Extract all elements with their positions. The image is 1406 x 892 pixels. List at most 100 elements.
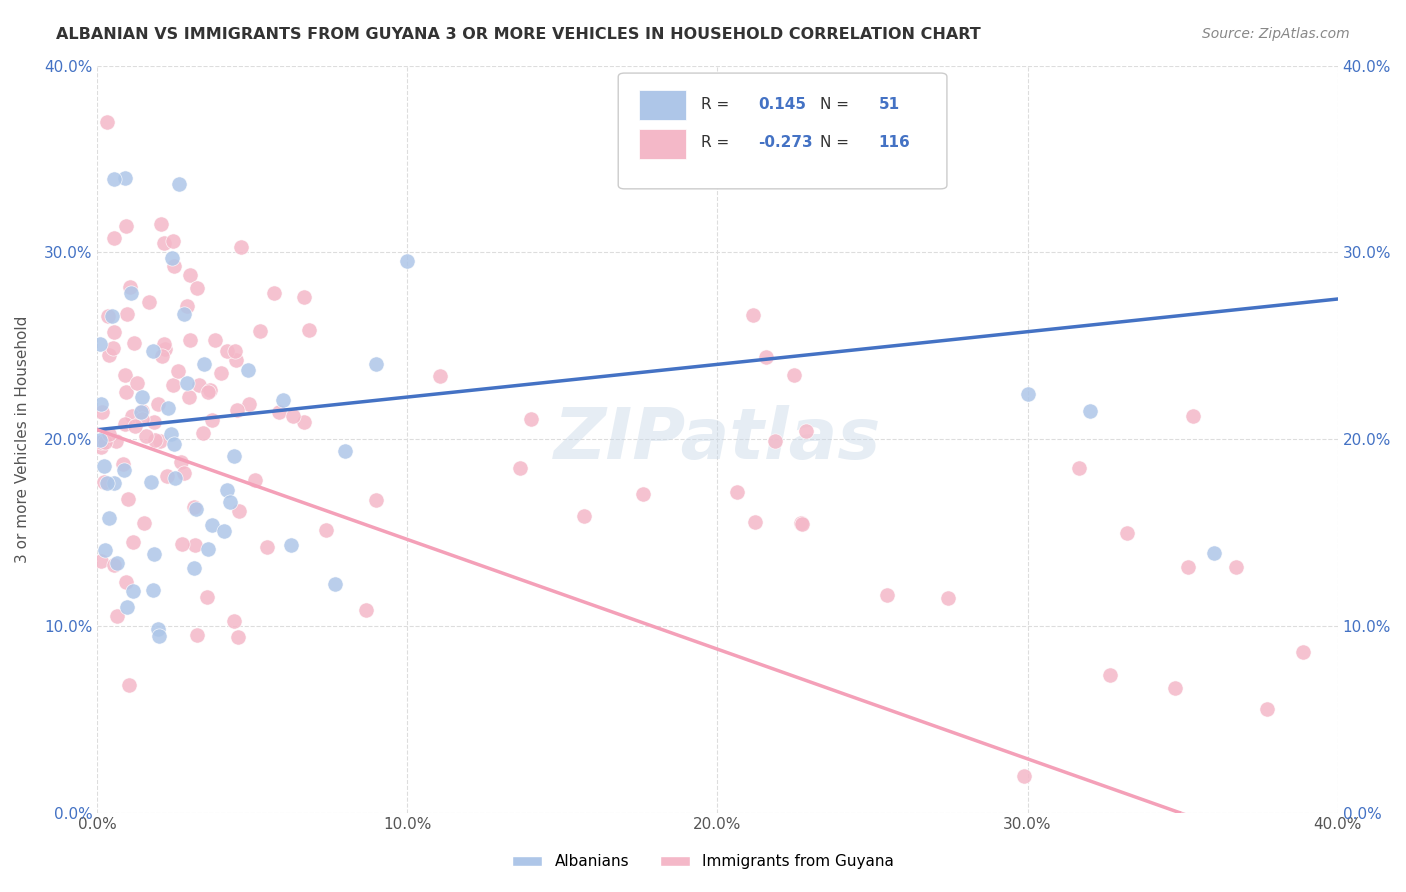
Point	[165, 471, 187, 485]
Point	[183, 561, 205, 575]
Point	[105, 608, 128, 623]
Point	[1069, 461, 1091, 475]
Point	[204, 333, 226, 347]
Point	[197, 542, 219, 557]
Point	[794, 424, 817, 438]
Point	[142, 582, 165, 597]
Point	[89, 336, 111, 351]
Point	[215, 344, 238, 359]
Point	[131, 390, 153, 404]
Point	[150, 349, 173, 363]
Point	[115, 219, 138, 233]
Text: 116: 116	[879, 135, 911, 150]
Point	[162, 234, 184, 248]
Point	[148, 397, 170, 411]
Point	[122, 534, 145, 549]
Point	[356, 603, 378, 617]
Point	[135, 429, 157, 443]
Point	[519, 412, 541, 426]
Point	[789, 516, 811, 530]
FancyBboxPatch shape	[619, 73, 946, 189]
Point	[131, 404, 153, 418]
Point	[131, 412, 153, 426]
Point	[197, 385, 219, 400]
Point	[186, 628, 208, 642]
Point	[742, 308, 765, 322]
Point	[572, 509, 595, 524]
Point	[103, 230, 125, 244]
Point	[364, 493, 387, 508]
Point	[429, 368, 451, 383]
Point	[163, 260, 186, 274]
Point	[183, 500, 205, 514]
Point	[1202, 546, 1225, 560]
Text: -0.273: -0.273	[758, 135, 813, 150]
Text: N =: N =	[820, 135, 855, 150]
Point	[101, 342, 124, 356]
Point	[103, 326, 125, 340]
Point	[212, 524, 235, 538]
Point	[1225, 559, 1247, 574]
Point	[725, 485, 748, 500]
Point	[763, 434, 786, 449]
Point	[115, 307, 138, 321]
Point	[122, 584, 145, 599]
Point	[176, 300, 198, 314]
Point	[209, 367, 232, 381]
Point	[179, 333, 201, 347]
Point	[132, 516, 155, 530]
Point	[97, 310, 120, 324]
Point	[292, 415, 315, 429]
Point	[323, 576, 346, 591]
Text: Source: ZipAtlas.com: Source: ZipAtlas.com	[1202, 27, 1350, 41]
Point	[179, 268, 201, 282]
Point	[217, 483, 239, 498]
Point	[186, 501, 208, 516]
Point	[120, 286, 142, 301]
Text: R =: R =	[702, 97, 734, 112]
Point	[366, 357, 388, 371]
Point	[173, 466, 195, 480]
Point	[103, 476, 125, 491]
Point	[256, 540, 278, 554]
Point	[744, 515, 766, 529]
Point	[148, 629, 170, 643]
Point	[114, 384, 136, 399]
Point	[90, 397, 112, 411]
Point	[124, 335, 146, 350]
Text: ZIPatlas: ZIPatlas	[554, 405, 882, 474]
Point	[118, 678, 141, 692]
Point	[1115, 525, 1137, 540]
Point	[201, 517, 224, 532]
Point	[159, 426, 181, 441]
Point	[200, 384, 222, 398]
Point	[280, 538, 302, 552]
Point	[1164, 681, 1187, 695]
Point	[186, 281, 208, 295]
Point	[138, 294, 160, 309]
Point	[167, 177, 190, 191]
Point	[97, 427, 120, 442]
Point	[115, 575, 138, 590]
Point	[633, 487, 655, 501]
Point	[222, 449, 245, 463]
Point	[236, 363, 259, 377]
Point	[93, 458, 115, 473]
Point	[219, 495, 242, 509]
Point	[1177, 559, 1199, 574]
Point	[267, 405, 290, 419]
Point	[191, 426, 214, 441]
Point	[114, 417, 136, 432]
Point	[1012, 769, 1035, 783]
Point	[193, 357, 215, 371]
Point	[755, 350, 778, 364]
Point	[177, 390, 200, 404]
Point	[139, 475, 162, 490]
Point	[124, 418, 146, 433]
Point	[783, 368, 806, 382]
Point	[96, 114, 118, 128]
Text: 51: 51	[879, 97, 900, 112]
Point	[1182, 409, 1205, 423]
Point	[226, 630, 249, 644]
Point	[143, 547, 166, 561]
